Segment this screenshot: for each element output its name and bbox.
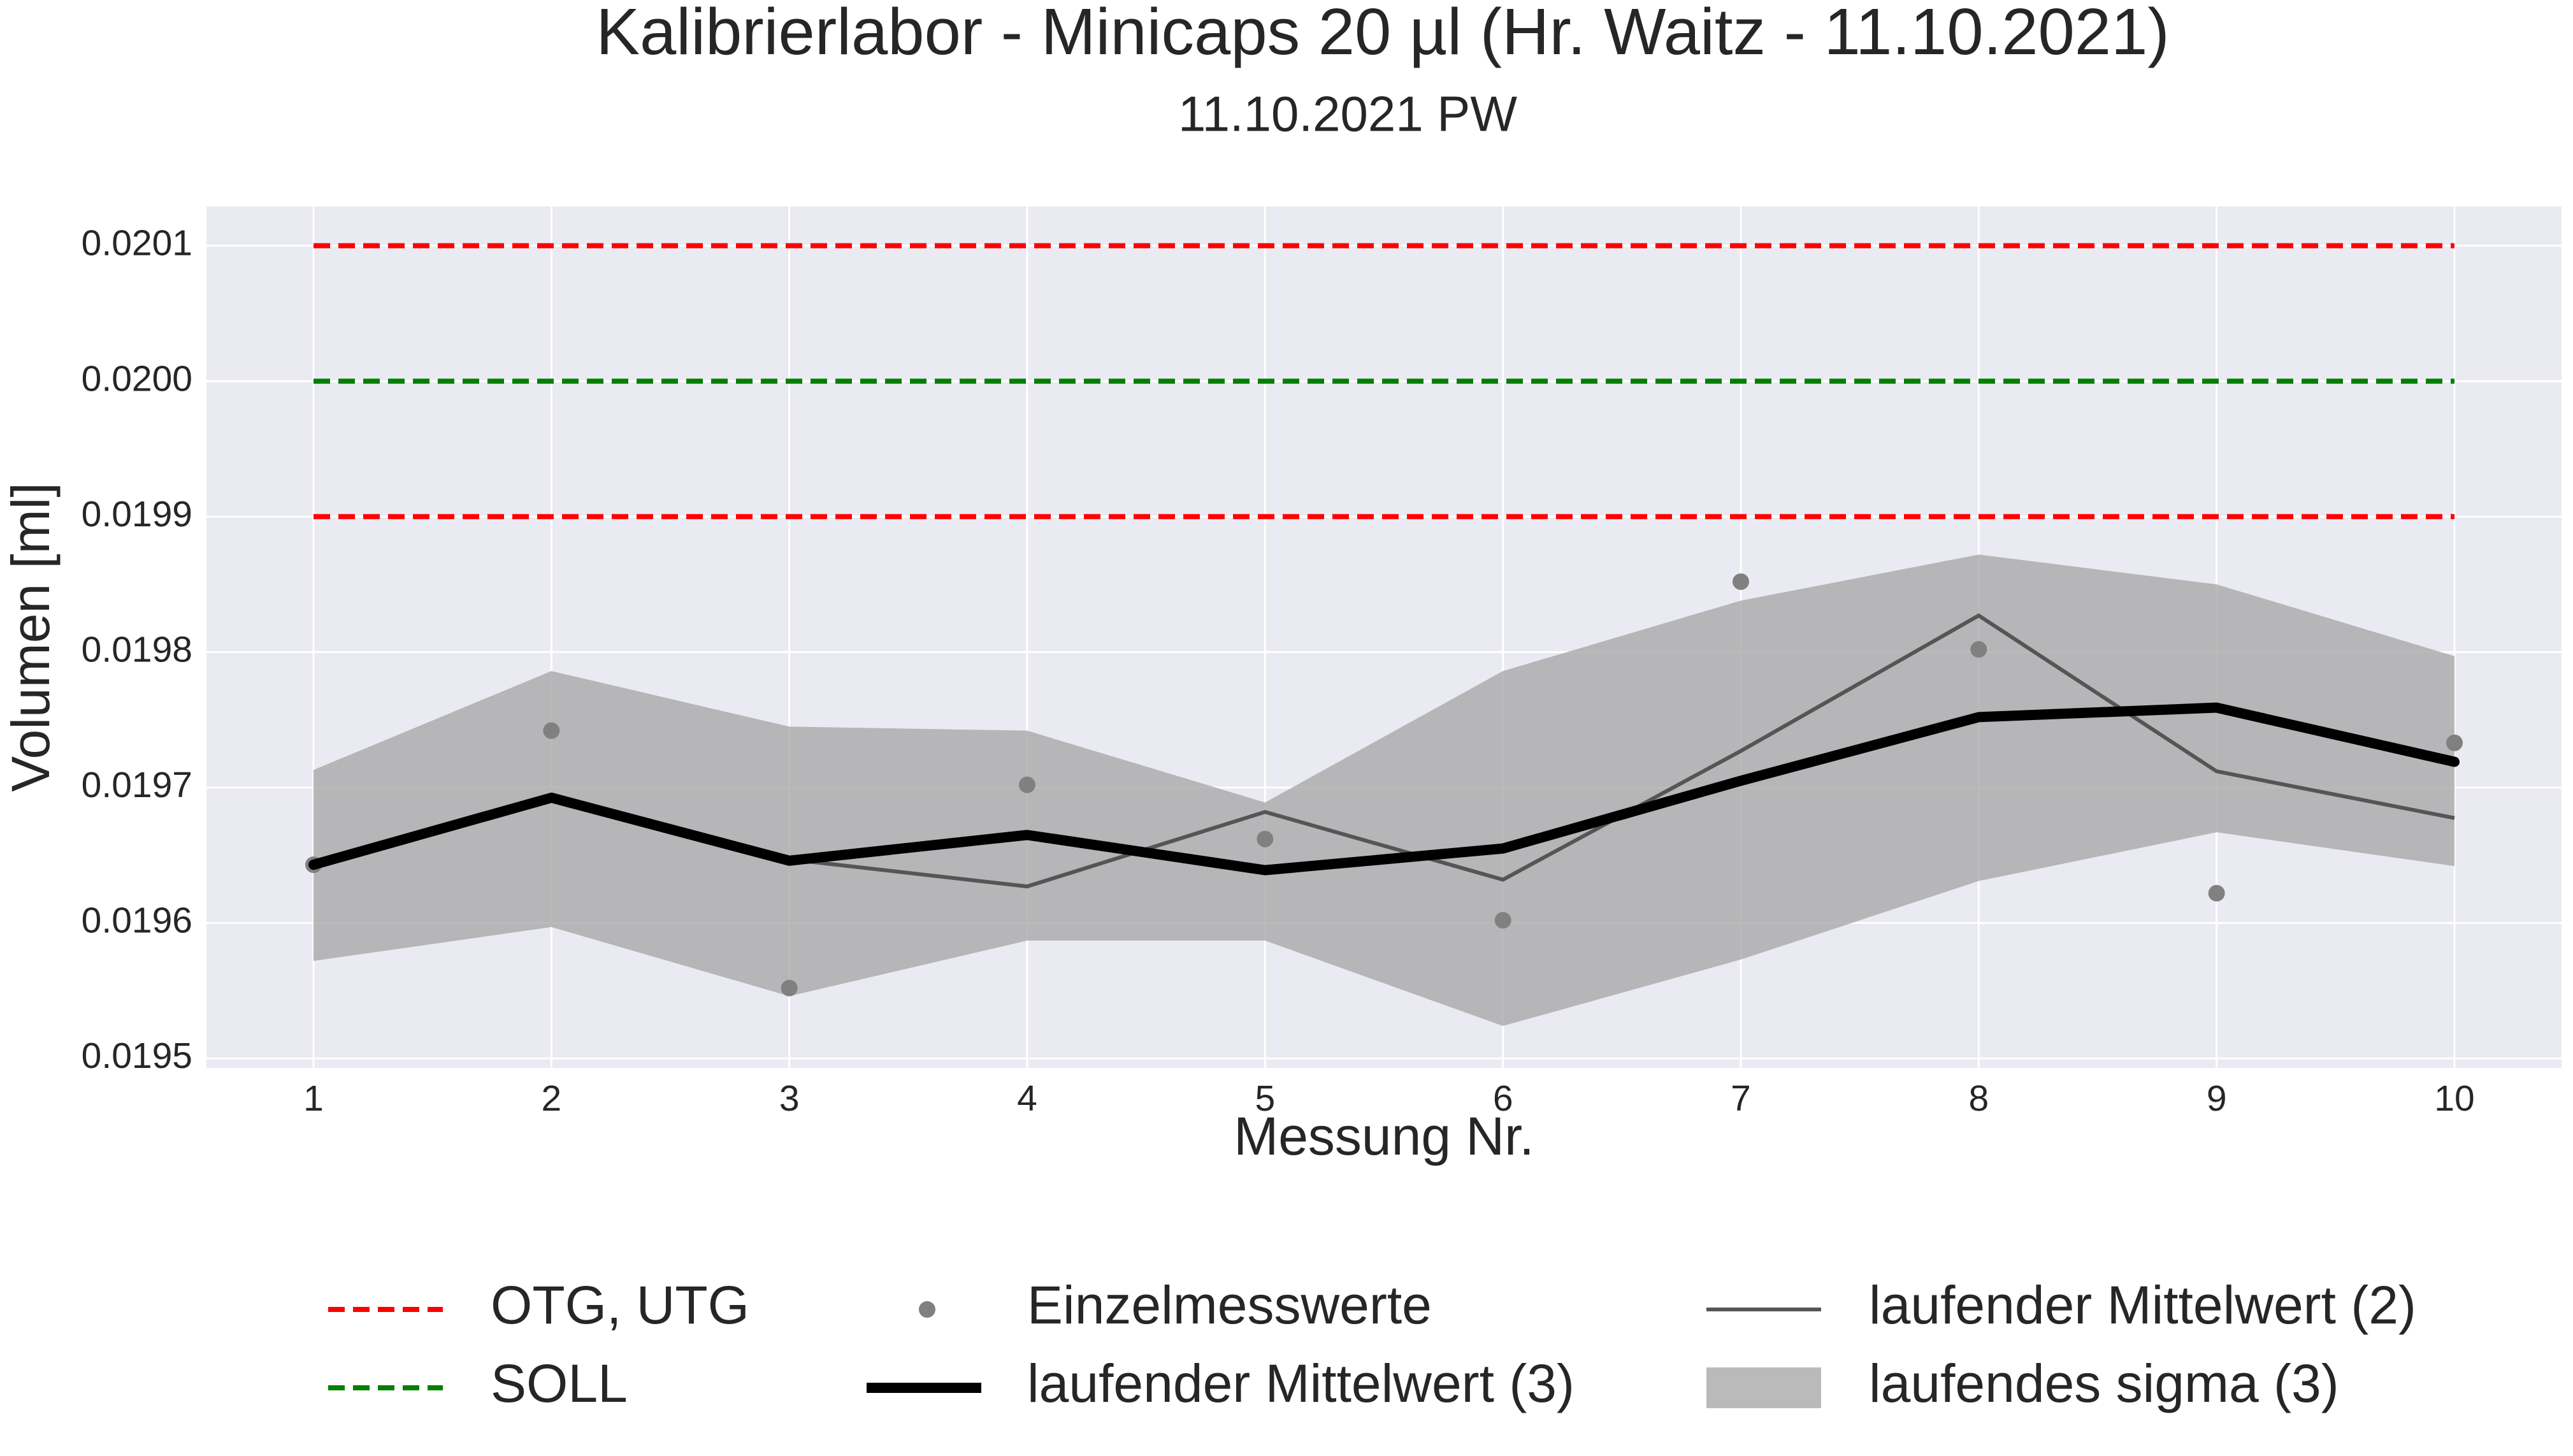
legend-item: SOLL — [328, 1353, 628, 1413]
legend-label: OTG, UTG — [491, 1275, 749, 1335]
data-point — [2208, 884, 2225, 902]
chart-subtitle: 11.10.2021 PW — [1178, 86, 1517, 142]
legend-item: laufender Mittelwert (2) — [1706, 1275, 2416, 1335]
legend-label: laufendes sigma (3) — [1869, 1353, 2339, 1413]
legend-handle — [1706, 1367, 1821, 1408]
x-tick-label: 2 — [541, 1078, 561, 1119]
data-point — [543, 722, 560, 739]
data-point — [2446, 734, 2463, 751]
legend-label: laufender Mittelwert (2) — [1869, 1275, 2416, 1335]
data-point — [781, 979, 798, 997]
line — [308, 702, 2460, 876]
x-tick-label: 3 — [779, 1078, 800, 1119]
data-point — [1257, 830, 1274, 847]
legend-label: Einzelmesswerte — [1027, 1275, 1432, 1335]
sigma-band — [314, 554, 2454, 1027]
data-point — [1019, 776, 1035, 793]
legend-label: SOLL — [491, 1353, 628, 1413]
y-tick-label: 0.0196 — [82, 900, 192, 941]
x-tick-label: 5 — [1255, 1078, 1275, 1119]
legend-item: laufender Mittelwert (3) — [867, 1353, 1575, 1413]
legend-item: Einzelmesswerte — [919, 1275, 1432, 1335]
data-point — [1970, 641, 1987, 658]
y-tick-label: 0.0197 — [82, 765, 192, 805]
chart-title: Kalibrierlabor - Minicaps 20 µl (Hr. Wai… — [596, 0, 2169, 68]
x-tick-label: 1 — [303, 1078, 324, 1119]
legend-item: OTG, UTG — [328, 1275, 749, 1335]
data-point — [1494, 912, 1511, 929]
legend-item: laufendes sigma (3) — [1706, 1353, 2339, 1413]
x-tick-label: 4 — [1017, 1078, 1037, 1119]
x-tick-label: 8 — [1968, 1078, 1989, 1119]
y-tick-label: 0.0201 — [82, 223, 192, 264]
x-tick-label: 7 — [1731, 1078, 1751, 1119]
y-tick-label: 0.0198 — [82, 629, 192, 670]
x-axis-label: Messung Nr. — [1234, 1106, 1534, 1166]
x-tick-label: 9 — [2207, 1078, 2227, 1119]
y-tick-label: 0.0195 — [82, 1035, 192, 1076]
data-point — [1733, 573, 1749, 590]
y-tick-label: 0.0200 — [82, 358, 192, 399]
y-tick-label: 0.0199 — [82, 494, 192, 535]
legend-handle — [919, 1301, 935, 1318]
y-axis-label: Volumen [ml] — [1, 482, 61, 792]
legend-label: laufender Mittelwert (3) — [1027, 1353, 1575, 1413]
x-tick-label: 10 — [2434, 1078, 2474, 1119]
x-tick-label: 6 — [1493, 1078, 1513, 1119]
